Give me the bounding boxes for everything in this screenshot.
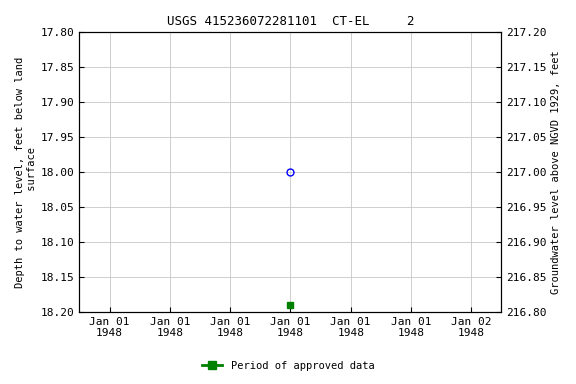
- Y-axis label: Groundwater level above NGVD 1929, feet: Groundwater level above NGVD 1929, feet: [551, 50, 561, 294]
- Title: USGS 415236072281101  CT-EL     2: USGS 415236072281101 CT-EL 2: [166, 15, 414, 28]
- Y-axis label: Depth to water level, feet below land
 surface: Depth to water level, feet below land su…: [15, 56, 37, 288]
- Legend: Period of approved data: Period of approved data: [198, 357, 378, 375]
